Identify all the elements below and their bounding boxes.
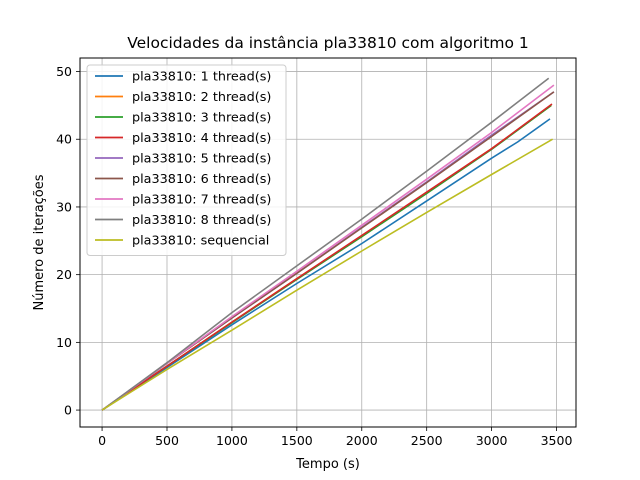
legend-label: pla33810: 7 thread(s) [132,193,271,208]
series-line-8 [101,77,550,411]
legend: pla33810: 1 thread(s) pla33810: 2 thread(… [86,64,287,256]
x-tick-label: 2000 [346,433,378,448]
legend-label: pla33810: 3 thread(s) [132,111,271,126]
x-tick-label: 3000 [476,433,508,448]
x-tick-label: 2500 [411,433,443,448]
x-tick-label: 500 [155,433,179,448]
legend-box [86,64,287,256]
legend-label: pla33810: sequencial [132,234,269,249]
x-tick-label: 1000 [216,433,248,448]
y-tick-label: 0 [64,403,72,418]
y-tick-label: 50 [56,64,72,79]
series-line-9 [101,138,554,411]
axis-ticks: 0 500 1000 1500 2000 2500 3000 3500 0 10 20 30 40 50 [56,64,572,448]
x-tick-label: 1500 [281,433,313,448]
y-tick-label: 10 [56,335,72,350]
legend-label: pla33810: 5 thread(s) [132,152,271,167]
y-axis-label: Número de iterações [32,174,47,310]
x-axis-label: Tempo (s) [295,457,360,472]
series-line-7 [101,84,555,411]
y-tick-label: 40 [56,132,72,147]
legend-label: pla33810: 1 thread(s) [132,70,271,85]
legend-label: pla33810: 2 thread(s) [132,90,271,105]
legend-label: pla33810: 6 thread(s) [132,172,271,187]
x-tick-label: 3500 [541,433,573,448]
axes-frame [79,57,577,428]
series-lines [101,77,555,411]
legend-label: pla33810: 8 thread(s) [132,213,271,228]
series-line-1 [101,118,551,411]
y-tick-label: 20 [56,267,72,282]
x-tick-label: 0 [98,433,106,448]
y-tick-label: 30 [56,199,72,214]
chart-title: Velocidades da instância pla33810 com al… [127,34,529,52]
series-line-4 [101,103,553,411]
legend-label: pla33810: 4 thread(s) [132,131,271,146]
